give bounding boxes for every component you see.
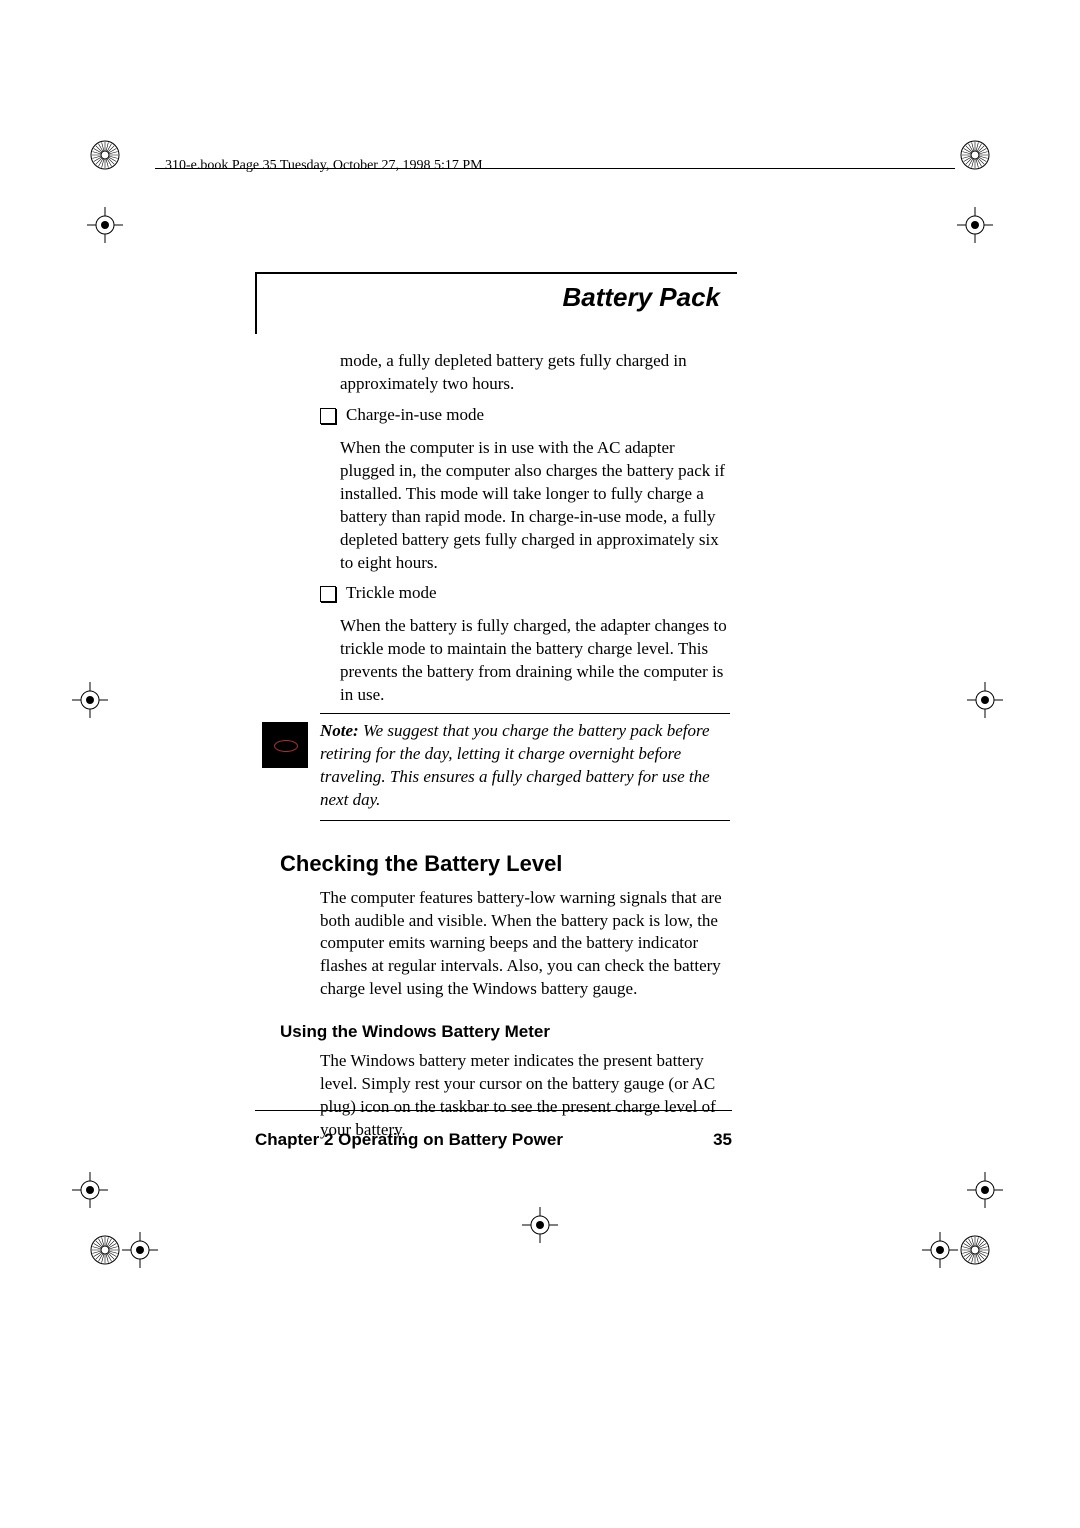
note-icon: [262, 722, 308, 768]
crop-ball-icon: [958, 138, 992, 172]
footer-rule: [255, 1110, 732, 1111]
crop-target-icon: [70, 680, 110, 720]
crop-target-icon: [965, 680, 1005, 720]
note-body: We suggest that you charge the battery p…: [320, 721, 710, 809]
crop-target-icon: [965, 1170, 1005, 1210]
bullet-label: Trickle mode: [346, 582, 437, 605]
footer-chapter: Chapter 2 Operating on Battery Power: [255, 1130, 563, 1150]
page-footer: Chapter 2 Operating on Battery Power 35: [255, 1130, 732, 1150]
bullet-body: When the battery is fully charged, the a…: [340, 615, 730, 707]
crop-ball-icon: [88, 138, 122, 172]
crop-target-icon: [520, 1205, 560, 1245]
checkbox-bullet-icon: [320, 408, 336, 424]
running-head: 310-e.book Page 35 Tuesday, October 27, …: [165, 158, 483, 174]
note-block: Note: We suggest that you charge the bat…: [280, 720, 730, 812]
crop-target-icon: [70, 1170, 110, 1210]
bullet-item: Charge-in-use mode: [320, 404, 730, 427]
bullet-item: Trickle mode: [320, 582, 730, 605]
paragraph: The Windows battery meter indicates the …: [320, 1050, 730, 1142]
paragraph: The computer features battery-low warnin…: [320, 887, 730, 1002]
bullet-label: Charge-in-use mode: [346, 404, 484, 427]
crop-ball-icon: [958, 1233, 992, 1267]
crop-target-icon: [920, 1230, 960, 1270]
crop-target-icon: [85, 205, 125, 245]
footer-page-number: 35: [713, 1130, 732, 1150]
subheading: Checking the Battery Level: [280, 849, 730, 879]
paragraph-continued: mode, a fully depleted battery gets full…: [340, 350, 730, 396]
divider: [320, 820, 730, 821]
checkbox-bullet-icon: [320, 586, 336, 602]
subsubheading: Using the Windows Battery Meter: [280, 1021, 730, 1044]
document-page: 310-e.book Page 35 Tuesday, October 27, …: [0, 0, 1080, 1528]
crop-ball-icon: [88, 1233, 122, 1267]
crop-target-icon: [120, 1230, 160, 1270]
crop-target-icon: [955, 205, 995, 245]
bullet-body: When the computer is in use with the AC …: [340, 437, 730, 575]
section-title: Battery Pack: [340, 282, 720, 313]
note-label: Note:: [320, 721, 359, 740]
body-content: mode, a fully depleted battery gets full…: [280, 340, 730, 1142]
note-text: Note: We suggest that you charge the bat…: [320, 720, 730, 812]
divider: [320, 713, 730, 714]
